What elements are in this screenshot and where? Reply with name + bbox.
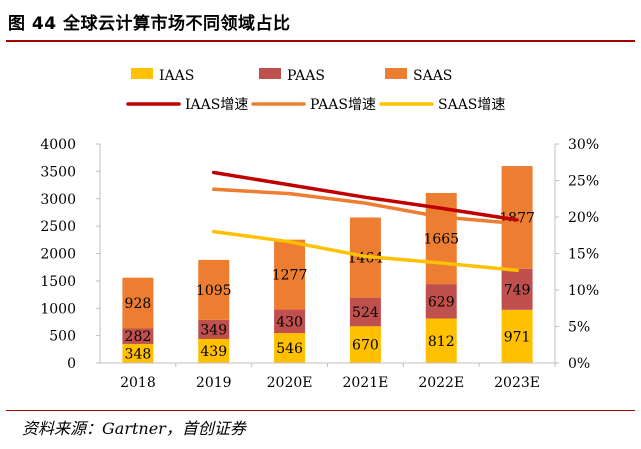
bar-label-iaas: 546: [276, 341, 303, 357]
y-right-tick-label: 25%: [568, 174, 599, 190]
title-rule: [6, 40, 635, 42]
bar-label-paas: 282: [125, 329, 152, 345]
bar-iaas: [274, 333, 306, 363]
legend-label-saas: SAAS: [413, 68, 452, 84]
bar-iaas: [501, 309, 533, 363]
x-tick-label: 2018: [120, 375, 156, 391]
legend-swatch-paas: [259, 68, 281, 79]
y-axis-right: 0% 5% 10% 15% 20% 25% 30%: [554, 137, 599, 372]
bar-saas: [122, 277, 154, 329]
legend-label-SAAS增速: SAAS增速: [438, 97, 505, 113]
x-tick-label: 2021E: [342, 375, 388, 391]
legend-label-IAAS增速: IAAS增速: [185, 97, 248, 113]
legend-label-iaas: IAAS: [159, 68, 194, 84]
bottom-rule: [6, 410, 635, 411]
y-right-tick-label: 20%: [568, 210, 599, 226]
y-left-tick-label: 3000: [40, 192, 76, 208]
x-tick-label: 2022E: [418, 375, 464, 391]
y-left-tick-label: 2500: [40, 219, 76, 235]
legend-swatch-iaas: [131, 68, 153, 79]
y-left-tick-label: 500: [49, 329, 76, 345]
bar-label-paas: 349: [200, 322, 227, 338]
bar-label-saas: 928: [125, 296, 152, 312]
x-axis: 2018 2019 2020E 2021E 2022E 2023E: [100, 362, 556, 391]
bar-paas: [274, 309, 306, 334]
legend: IAAS PAAS SAAS IAAS增速 PAAS增速 SAAS增速: [126, 68, 505, 113]
x-tick-label: 2020E: [267, 375, 313, 391]
y-left-tick-label: 3500: [40, 164, 76, 180]
bar-label-iaas: 670: [352, 338, 379, 354]
x-tick-label: 2023E: [494, 375, 540, 391]
line-IAAS增速: [212, 170, 519, 222]
bar-paas: [198, 319, 230, 339]
bar-paas: [122, 328, 154, 344]
y-right-tick-label: 5%: [568, 320, 590, 336]
legend-label-paas: PAAS: [287, 68, 325, 84]
bar-paas: [501, 268, 533, 310]
bar-paas: [349, 297, 381, 327]
bar-label-paas: 430: [276, 314, 303, 330]
bar-label-iaas: 971: [504, 329, 531, 345]
y-right-tick-label: 0%: [568, 356, 590, 372]
bar-label-iaas: 439: [200, 344, 227, 360]
legend-label-PAAS增速: PAAS增速: [310, 97, 376, 113]
y-left-tick-label: 2000: [40, 247, 76, 263]
line-SAAS增速: [212, 229, 519, 273]
y-right-tick-label: 15%: [568, 247, 599, 263]
bar-label-saas: 1277: [272, 268, 308, 284]
bar-label-paas: 749: [504, 282, 531, 298]
x-tick-label: 2019: [196, 375, 232, 391]
bar-label-paas: 629: [428, 294, 455, 310]
bar-saas: [274, 239, 306, 310]
bar-iaas: [122, 343, 154, 363]
y-right-tick-label: 30%: [568, 137, 599, 153]
bar-iaas: [349, 326, 381, 363]
bar-label-paas: 524: [352, 305, 379, 321]
y-left-tick-label: 4000: [40, 137, 76, 153]
source-note: 资料来源：Gartner，首创证券: [22, 419, 246, 438]
bar-iaas: [198, 338, 230, 363]
bar-label-iaas: 812: [428, 334, 455, 350]
y-left-tick-label: 1500: [40, 274, 76, 290]
y-axis-left: 0 500 1000 1500 2000 2500 3000 3500 4000: [40, 137, 101, 372]
y-left-tick-label: 1000: [40, 301, 76, 317]
bar-label-saas: 1665: [423, 232, 459, 248]
growth-lines: [212, 170, 519, 273]
y-right-tick-label: 10%: [568, 283, 599, 299]
bar-label-iaas: 348: [125, 346, 152, 362]
line-PAAS增速: [212, 187, 519, 226]
bar-paas: [425, 284, 457, 319]
figure-title: 图 44 全球云计算市场不同领域占比: [8, 14, 291, 34]
bar-saas: [198, 259, 230, 320]
bar-label-saas: 1095: [196, 283, 232, 299]
bar-iaas: [425, 318, 457, 363]
legend-swatch-saas: [385, 68, 407, 79]
y-left-tick-label: 0: [67, 356, 76, 372]
